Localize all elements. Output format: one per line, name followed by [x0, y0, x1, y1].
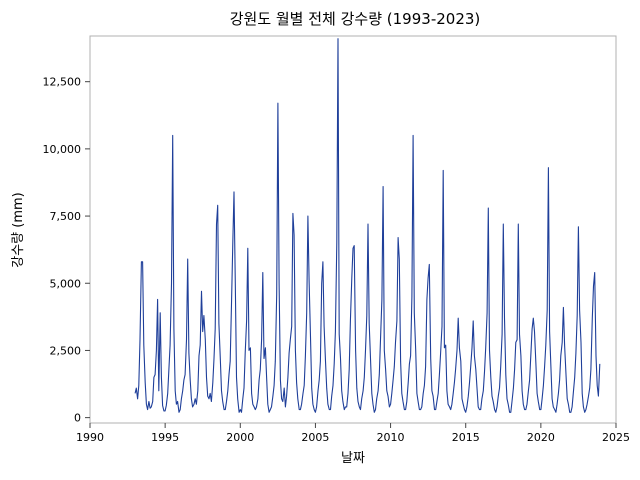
y-tick-label: 5,000	[50, 277, 82, 290]
chart-title: 강원도 월별 전체 강수량 (1993-2023)	[230, 10, 481, 28]
x-tick-label: 2000	[226, 431, 254, 444]
precipitation-series-line	[134, 38, 601, 413]
y-tick-label: 2,500	[50, 344, 82, 357]
x-tick-label: 2025	[602, 431, 630, 444]
x-axis-label: 날짜	[341, 451, 365, 466]
y-tick-label: 0	[74, 412, 81, 425]
x-tick-label: 2005	[301, 431, 329, 444]
x-tick-label: 1990	[76, 431, 104, 444]
x-tick-label: 2015	[452, 431, 480, 444]
x-tick-label: 2010	[377, 431, 405, 444]
x-tick-label: 2020	[527, 431, 555, 444]
y-tick-label: 7,500	[50, 210, 82, 223]
y-tick-label: 12,500	[43, 76, 82, 89]
x-tick-label: 1995	[151, 431, 179, 444]
y-axis-label: 강수량 (mm)	[11, 192, 26, 267]
y-tick-label: 10,000	[43, 143, 82, 156]
plot-area-frame	[89, 35, 617, 424]
x-axis: 1990 1995 2000 2005 2010 2015 2020 2025	[76, 423, 630, 444]
y-axis: 0 2,500 5,000 7,500 10,000 12,500	[43, 76, 90, 425]
